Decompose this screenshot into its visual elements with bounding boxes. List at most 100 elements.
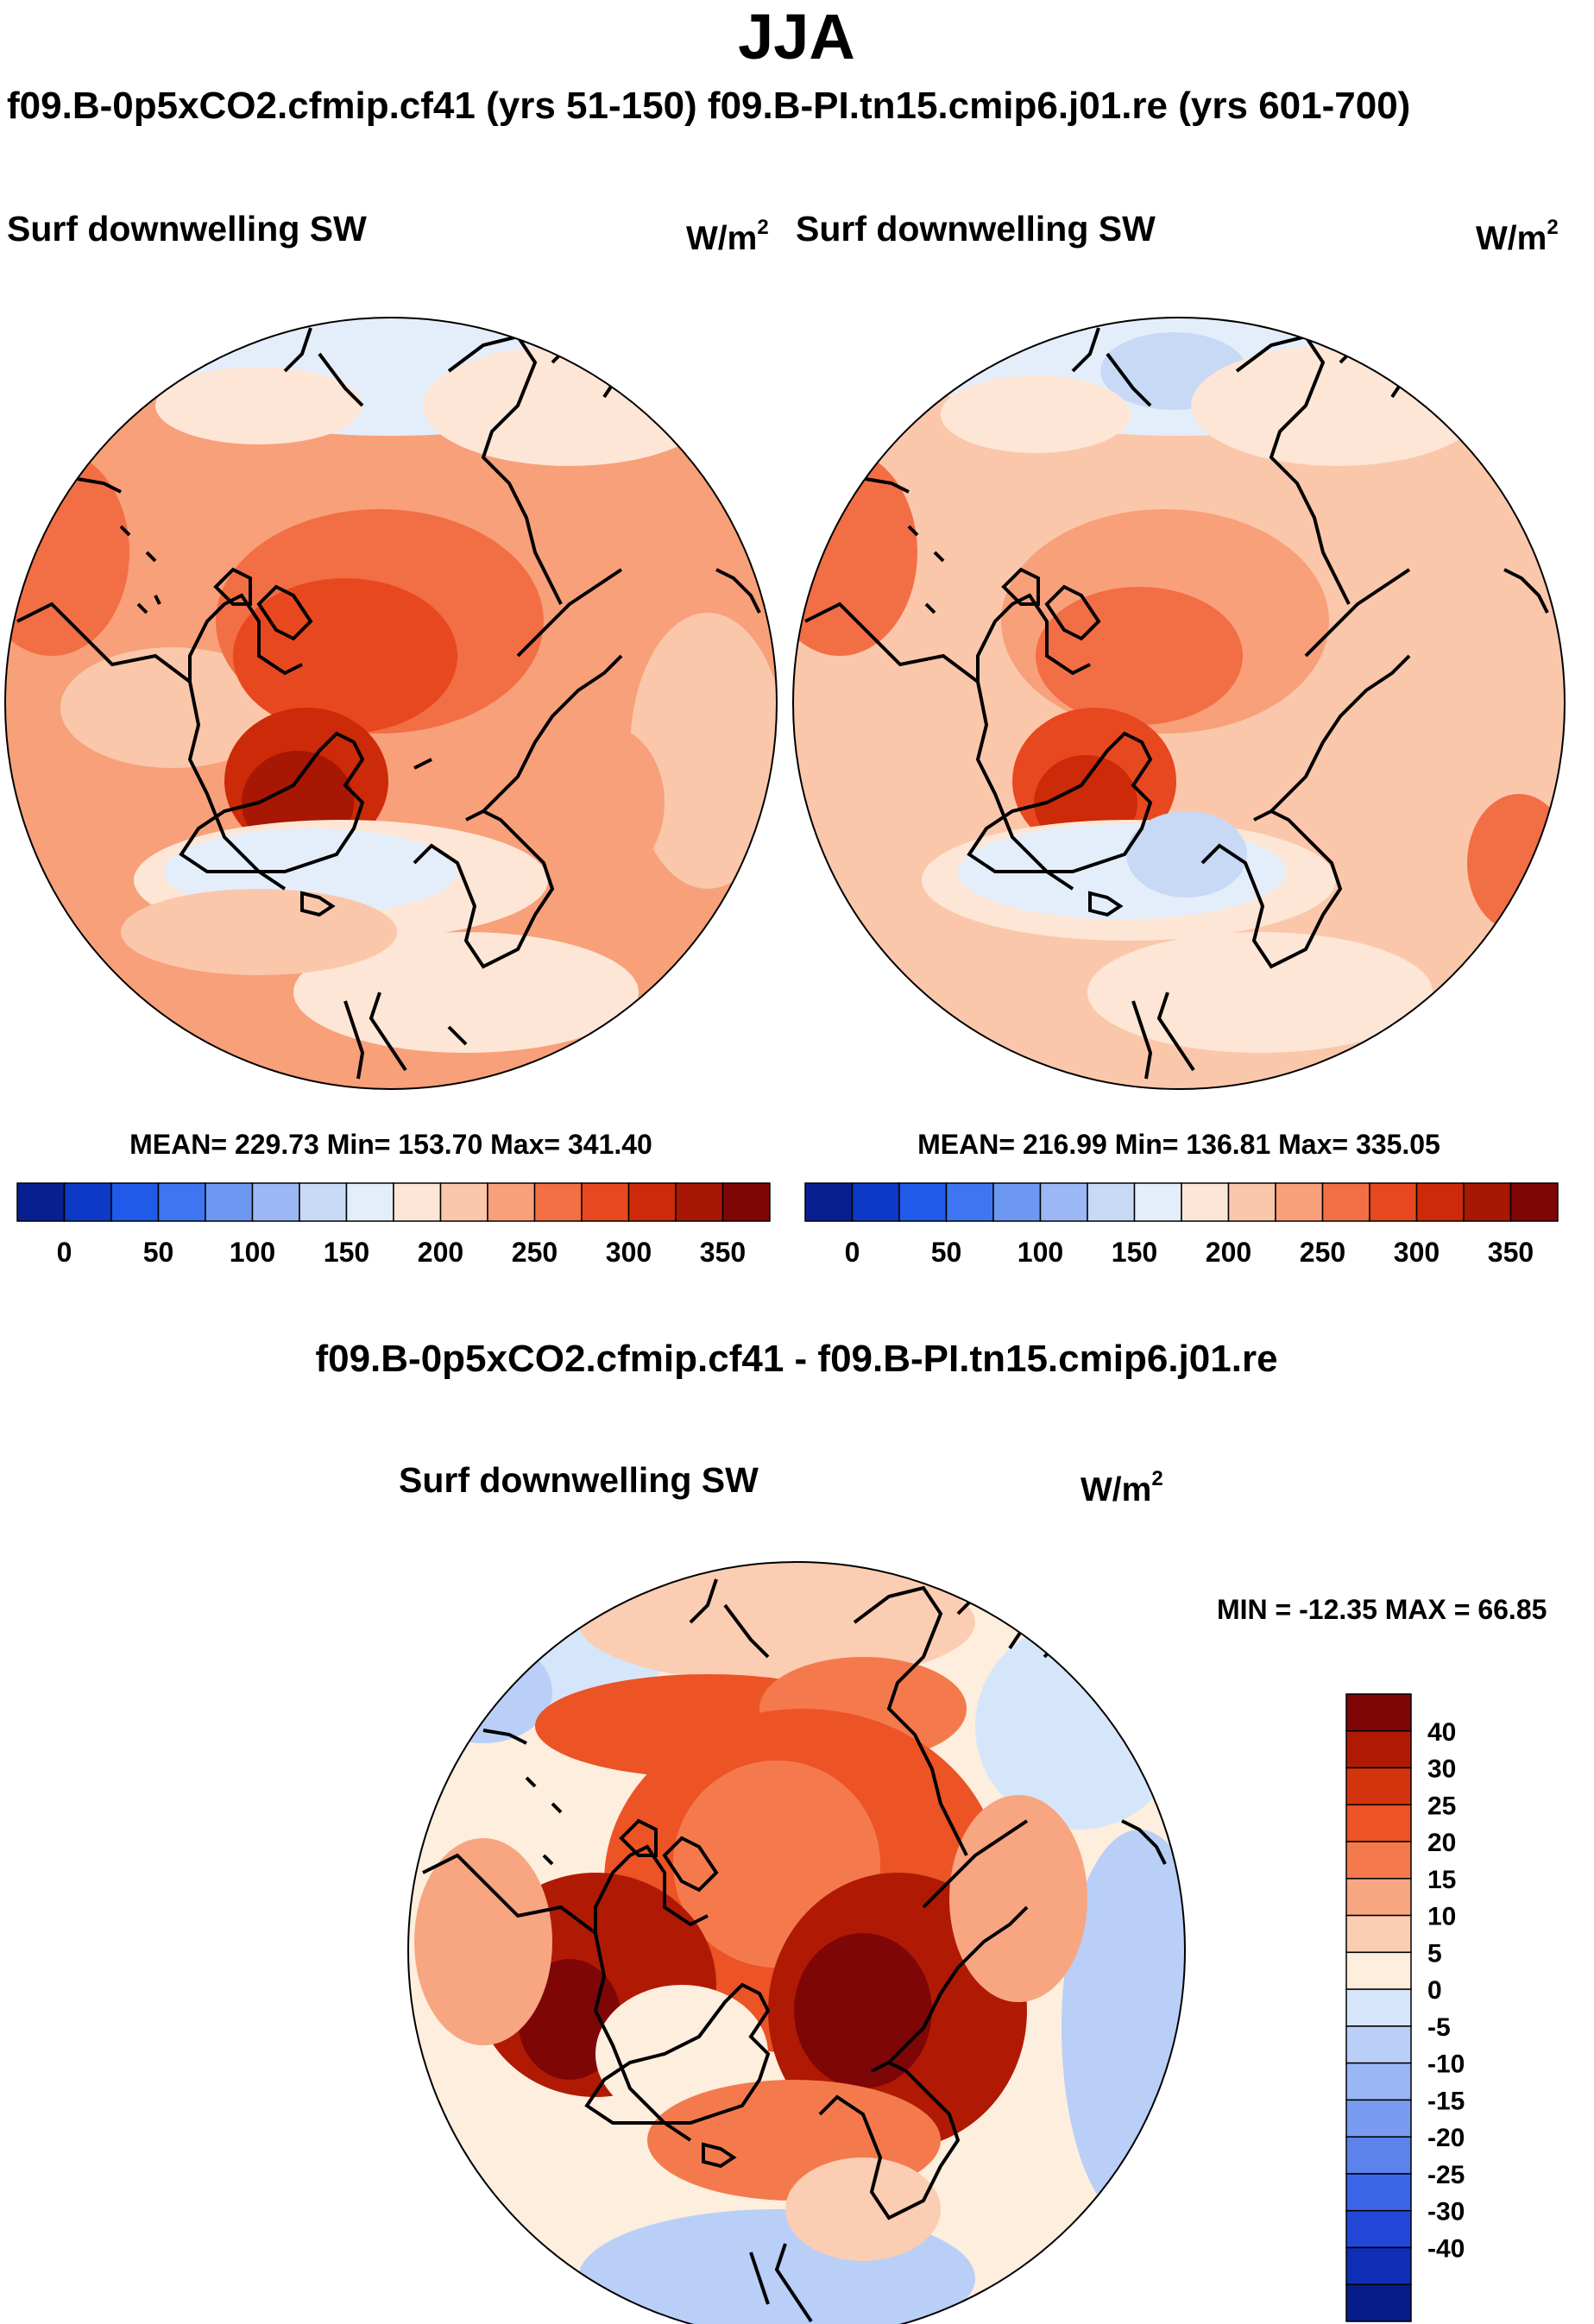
colorbar-swatch: [1509, 1182, 1559, 1222]
colorbar-tick-label: 100: [230, 1237, 275, 1268]
colorbar-swatch: [1345, 1693, 1412, 1732]
colorbar-swatch: [1345, 1988, 1412, 2027]
colorbar-swatch: [1345, 2173, 1412, 2212]
colorbar-swatch: [721, 1182, 771, 1222]
colorbar-tick-label: 0: [845, 1237, 860, 1268]
colorbar-swatch: [1039, 1182, 1088, 1222]
colorbar-swatch: [627, 1182, 677, 1222]
colorbar-tick-label: 150: [1112, 1237, 1157, 1268]
coastlines: [804, 327, 1549, 1080]
colorbar-tick-label: -15: [1427, 2087, 1465, 2115]
colorbar-tick-label: -30: [1427, 2198, 1465, 2226]
colorbar-swatch: [804, 1182, 854, 1222]
colorbar-tick-label: 250: [512, 1237, 558, 1268]
diff-minmax: MIN = -12.35 MAX = 66.85: [1217, 1594, 1547, 1625]
colorbar-swatch: [1345, 2209, 1412, 2249]
colorbar-swatch: [487, 1182, 536, 1222]
colorbar-swatch: [1415, 1182, 1465, 1222]
colorbar-swatch: [945, 1182, 994, 1222]
colorbar-tick-label: 250: [1300, 1237, 1345, 1268]
page-title: JJA: [738, 1, 855, 72]
colorbar-swatch: [1345, 1951, 1412, 1990]
colorbar-diff: 40 30 25 20 15 10 5 0 -5 -10 -15 -20 -25 -30 -40: [1345, 1693, 1465, 2322]
colorbar-tick-label: 0: [57, 1237, 72, 1268]
colorbar-swatch: [251, 1182, 300, 1222]
map-panel-diff: [407, 1561, 1186, 2324]
colorbar-swatch: [1345, 1841, 1412, 1880]
panel1-units: W/m2: [686, 216, 769, 257]
colorbar-tick-label: 350: [700, 1237, 746, 1268]
colorbar-swatch: [1181, 1182, 1230, 1222]
colorbar-swatch: [110, 1182, 160, 1222]
panel2-units: W/m2: [1476, 216, 1559, 257]
colorbar-swatch: [1275, 1182, 1324, 1222]
colorbar-swatch: [1345, 1878, 1412, 1917]
colorbar-2: 0 50 100 150 200 250 300 350: [804, 1182, 1559, 1268]
colorbar-tick-label: 50: [931, 1237, 962, 1268]
colorbar-tick-label: 15: [1427, 1866, 1456, 1894]
diff-units: W/m2: [1081, 1467, 1163, 1508]
colorbar-tick-label: 25: [1427, 1792, 1456, 1820]
colorbar-swatch: [1369, 1182, 1418, 1222]
colorbar-tick-label: 200: [1206, 1237, 1251, 1268]
map-boundary: [4, 317, 778, 1090]
colorbar-tick-label: 0: [1427, 1976, 1442, 2005]
colorbar-tick-label: 300: [1394, 1237, 1440, 1268]
panel1-variable: Surf downwelling SW: [7, 209, 367, 249]
colorbar-swatch: [1345, 1767, 1412, 1806]
colorbar-tick-label: 200: [418, 1237, 463, 1268]
case-titles: f09.B-0p5xCO2.cfmip.cf41 (yrs 51-150) f0…: [7, 85, 1411, 127]
colorbar-swatch: [1345, 2099, 1412, 2138]
colorbar-swatch: [675, 1182, 724, 1222]
colorbar-tick-label: 5: [1427, 1939, 1442, 1968]
map-panel-1: [4, 317, 778, 1090]
colorbar-swatch: [299, 1182, 348, 1222]
diff-title: f09.B-0p5xCO2.cfmip.cf41 - f09.B-PI.tn15…: [315, 1338, 1278, 1380]
colorbar-swatch: [1227, 1182, 1276, 1222]
colorbar-swatch: [581, 1182, 630, 1222]
colorbar-swatch: [851, 1182, 900, 1222]
colorbar-swatch: [1463, 1182, 1512, 1222]
colorbar-swatch: [1345, 1914, 1412, 1954]
map-boundary: [407, 1561, 1186, 2324]
diff-variable: Surf downwelling SW: [399, 1460, 759, 1500]
colorbar-tick-label: -10: [1427, 2050, 1465, 2079]
colorbar-swatch: [1087, 1182, 1136, 1222]
colorbar-swatch: [1321, 1182, 1370, 1222]
colorbar-tick-label: 50: [143, 1237, 174, 1268]
colorbar-tick-label: 30: [1427, 1755, 1456, 1784]
colorbar-tick-label: 300: [606, 1237, 652, 1268]
colorbar-swatch: [898, 1182, 948, 1222]
panel2-variable: Surf downwelling SW: [796, 209, 1156, 249]
colorbar-tick-label: -20: [1427, 2124, 1465, 2152]
colorbar-swatch: [1345, 1804, 1412, 1842]
colorbar-swatch: [393, 1182, 442, 1222]
colorbar-swatch: [439, 1182, 488, 1222]
colorbar-swatch: [533, 1182, 583, 1222]
colorbar-swatch: [1133, 1182, 1182, 1222]
colorbar-swatch: [1345, 1730, 1412, 1769]
colorbar-tick-label: 350: [1488, 1237, 1534, 1268]
colorbar-tick-label: 150: [324, 1237, 369, 1268]
colorbar-tick-label: 40: [1427, 1718, 1456, 1747]
colorbar-swatch: [1345, 2246, 1412, 2285]
colorbar-tick-label: -40: [1427, 2234, 1465, 2263]
colorbar-swatch: [63, 1182, 112, 1222]
colorbar-tick-label: 20: [1427, 1829, 1456, 1857]
colorbar-1: 0 50 100 150 200 250 300 350: [16, 1182, 771, 1268]
colorbar-tick-label: 100: [1018, 1237, 1063, 1268]
colorbar-swatch: [157, 1182, 206, 1222]
colorbar-swatch: [1345, 2025, 1412, 2064]
colorbar-swatch: [1345, 2283, 1412, 2322]
colorbar-swatch: [16, 1182, 66, 1222]
colorbar-tick-label: 10: [1427, 1903, 1456, 1931]
map-panel-2: [792, 317, 1566, 1090]
colorbar-swatch: [992, 1182, 1042, 1222]
colorbar-swatch: [1345, 2062, 1412, 2101]
panel2-stats: MEAN= 216.99 Min= 136.81 Max= 335.05: [917, 1129, 1440, 1160]
colorbar-tick-label: -5: [1427, 2013, 1451, 2042]
colorbar-swatch: [205, 1182, 254, 1222]
map-boundary: [792, 317, 1566, 1090]
colorbar-swatch: [1345, 2136, 1412, 2175]
